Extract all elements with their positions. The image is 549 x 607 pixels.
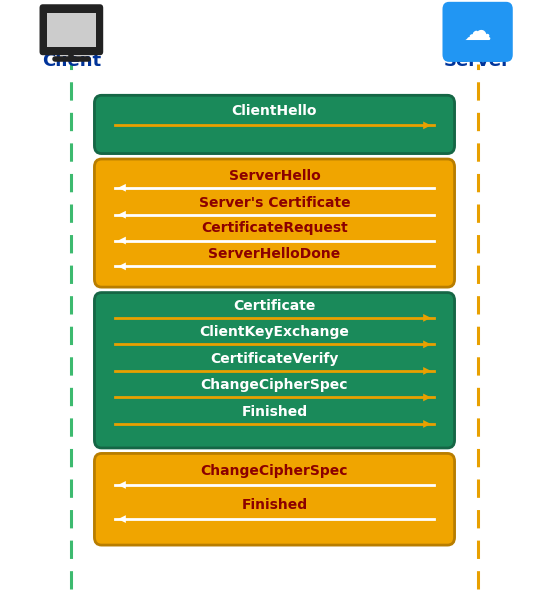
Text: Finished: Finished <box>242 405 307 419</box>
Text: CertificateVerify: CertificateVerify <box>210 352 339 366</box>
Text: ChangeCipherSpec: ChangeCipherSpec <box>201 464 348 478</box>
FancyBboxPatch shape <box>94 453 455 545</box>
Text: ServerHello: ServerHello <box>228 169 321 183</box>
Text: Server's Certificate: Server's Certificate <box>199 195 350 209</box>
FancyBboxPatch shape <box>47 13 96 47</box>
FancyBboxPatch shape <box>40 4 103 55</box>
Text: Finished: Finished <box>242 498 307 512</box>
Text: ClientHello: ClientHello <box>232 104 317 118</box>
Text: Client: Client <box>42 52 101 70</box>
Text: ServerHelloDone: ServerHelloDone <box>209 247 340 262</box>
Text: ☁: ☁ <box>464 18 491 46</box>
FancyBboxPatch shape <box>94 159 455 287</box>
Text: ChangeCipherSpec: ChangeCipherSpec <box>201 378 348 392</box>
Text: Server: Server <box>444 52 511 70</box>
FancyBboxPatch shape <box>442 2 513 62</box>
Text: ClientKeyExchange: ClientKeyExchange <box>200 325 349 339</box>
FancyBboxPatch shape <box>94 293 455 448</box>
FancyBboxPatch shape <box>94 95 455 154</box>
Text: CertificateRequest: CertificateRequest <box>201 222 348 236</box>
Text: Certificate: Certificate <box>233 299 316 313</box>
